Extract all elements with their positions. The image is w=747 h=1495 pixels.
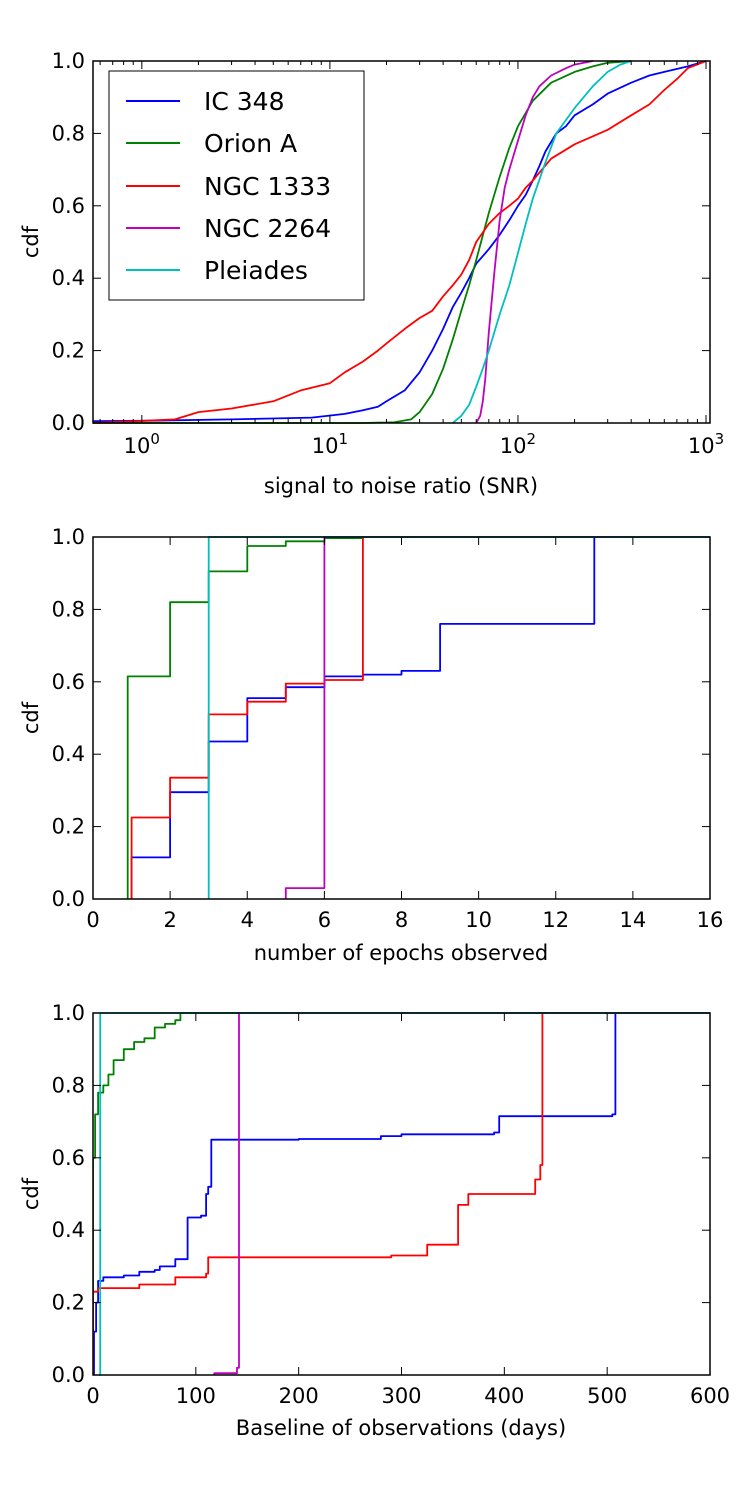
legend-label-pleiades: Pleiades [204,256,308,285]
epochs-series-pleiades [207,536,710,899]
epochs-ytick-label: 0.0 [52,887,85,911]
snr-series-ic-348 [93,60,707,423]
snr-series-ngc-1333 [93,60,707,424]
baseline-series-ngc-2264 [213,1012,710,1375]
baseline-ytick-label: 0.4 [52,1218,85,1242]
baseline-ytick-label: 0.0 [52,1363,85,1387]
epochs-ticks: 0.0 0.2 0.4 0.6 0.8 1.0 0 2 4 6 8 10 12 14 16 [52,525,724,932]
baseline-series-pleiades [99,1012,710,1376]
epochs-x-axis-label: number of epochs observed [254,941,548,965]
baseline-axes-frame [92,1012,711,1376]
legend-label-ngc2264: NGC 2264 [204,214,331,243]
snr-ytick-label: 0.6 [52,194,85,218]
snr-xtick-label: 100 [124,430,160,458]
epochs-xtick-label: 16 [697,908,724,932]
baseline-y-axis-label: cdf [19,1177,43,1210]
snr-xtick-label: 102 [500,430,536,458]
snr-axes-frame [92,60,711,424]
epochs-ytick-label: 0.4 [52,742,85,766]
epochs-axes-frame [92,536,711,900]
snr-ytick-label: 1.0 [52,49,85,73]
epochs-ytick-label: 0.8 [52,597,85,621]
epochs-ytick-label: 0.2 [52,815,85,839]
epochs-xtick-label: 4 [241,908,254,932]
baseline-ticks: 0.0 0.2 0.4 0.6 0.8 1.0 0 100 200 300 400 500 600 [52,1001,730,1408]
epochs-xtick-label: 10 [465,908,492,932]
baseline-xtick-label: 200 [279,1384,319,1408]
baseline-series-ngc-1333 [93,1012,710,1375]
epochs-xtick-label: 14 [620,908,647,932]
panel-snr-cdf: 0.0 0.2 0.4 0.6 0.8 1.0 100 101 102 103 signal to… [19,49,724,498]
snr-series-orion-a [93,60,632,424]
baseline-ytick-label: 0.2 [52,1291,85,1315]
baseline-xtick-label: 400 [484,1384,524,1408]
baseline-xtick-label: 300 [381,1384,421,1408]
epochs-xtick-label: 8 [395,908,408,932]
panel-baseline-cdf: 0.0 0.2 0.4 0.6 0.8 1.0 0 100 200 300 400 500 600 Ba… [19,1001,730,1440]
epochs-series-ngc-2264 [284,536,710,899]
epochs-xtick-label: 12 [542,908,569,932]
epochs-xtick-label: 2 [163,908,176,932]
baseline-xtick-label: 0 [86,1384,99,1408]
snr-ytick-label: 0.8 [52,121,85,145]
epochs-xtick-label: 0 [86,908,99,932]
snr-x-axis-label: signal to noise ratio (SNR) [264,474,538,498]
snr-ticks: 0.0 0.2 0.4 0.6 0.8 1.0 100 101 102 103 [52,49,725,458]
snr-y-axis-label: cdf [19,225,43,258]
snr-series-pleiades [452,60,632,424]
snr-xtick-label: 103 [688,430,724,458]
baseline-series-ic-348 [93,1012,710,1375]
baseline-xtick-label: 500 [587,1384,627,1408]
snr-series-layer [93,60,707,424]
baseline-series-layer [93,1012,710,1376]
baseline-xtick-label: 100 [176,1384,216,1408]
legend-label-ic348: IC 348 [204,87,285,116]
epochs-series-ngc-1333 [130,536,710,899]
baseline-x-axis-label: Baseline of observations (days) [236,1416,566,1440]
legend-label-orion-a: Orion A [204,129,297,158]
snr-ytick-label: 0.0 [52,411,85,435]
baseline-series-orion-a [93,1012,710,1375]
epochs-series-orion-a [126,536,710,899]
snr-ytick-label: 0.2 [52,339,85,363]
epochs-y-axis-label: cdf [19,701,43,734]
epochs-xtick-label: 6 [318,908,331,932]
baseline-ytick-label: 0.8 [52,1073,85,1097]
baseline-ytick-label: 0.6 [52,1146,85,1170]
baseline-xtick-label: 600 [690,1384,730,1408]
snr-ytick-label: 0.4 [52,266,85,290]
panel-epochs-cdf: 0.0 0.2 0.4 0.6 0.8 1.0 0 2 4 6 8 10 12 14 16 number o… [19,525,723,965]
legend: IC 348 Orion A NGC 1333 NGC 2264 Pleiade… [108,70,365,301]
snr-xtick-label: 101 [312,430,348,458]
baseline-ytick-label: 1.0 [52,1001,85,1025]
legend-label-ngc1333: NGC 1333 [204,172,331,201]
epochs-ytick-label: 0.6 [52,670,85,694]
epochs-series-ic-348 [130,536,710,899]
epochs-series-layer [126,536,710,899]
snr-series-ngc-2264 [475,60,593,424]
epochs-ytick-label: 1.0 [52,525,85,549]
